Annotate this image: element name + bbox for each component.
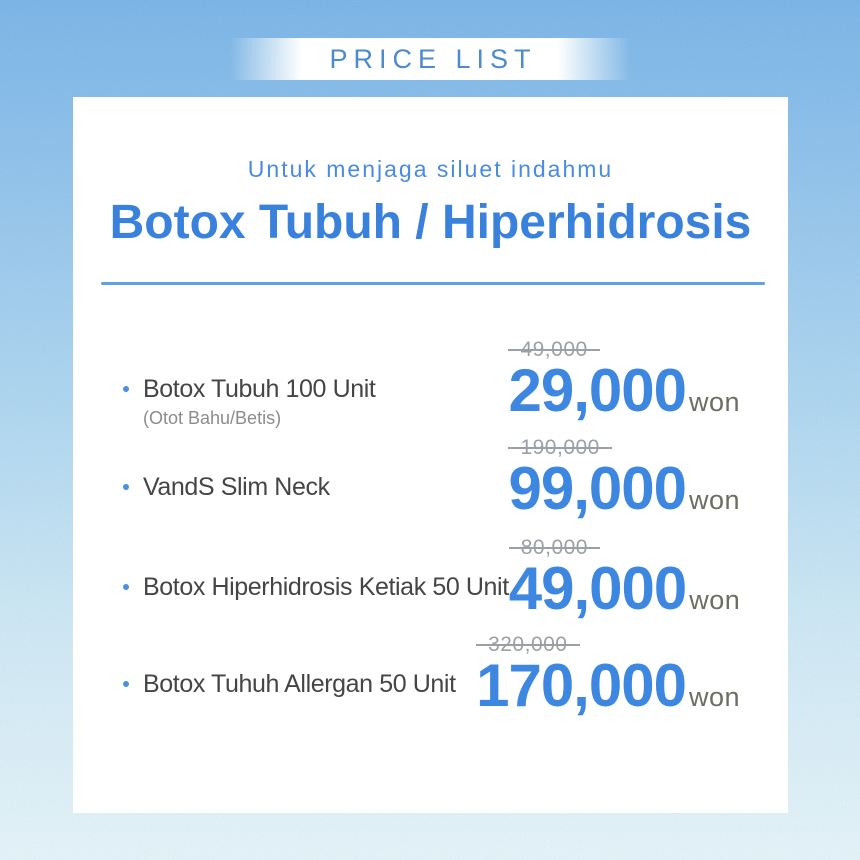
item-labels: Botox Tuhuh Allergan 50 Unit bbox=[143, 667, 456, 701]
current-price: 29,000 won bbox=[508, 357, 740, 424]
price-amount: 49,000 bbox=[508, 555, 688, 622]
price-row: Botox Tuhuh Allergan 50 Unit 320,000 170… bbox=[123, 634, 740, 719]
price-row: Botox Tubuh 100 Unit (Otot Bahu/Betis) 4… bbox=[123, 339, 740, 429]
current-price: 99,000 won bbox=[508, 455, 740, 522]
item-name: Botox Tubuh 100 Unit bbox=[143, 375, 376, 403]
bullet-icon bbox=[123, 584, 129, 590]
old-price: 80,000 bbox=[508, 537, 601, 559]
item-name: Botox Tuhuh Allergan 50 Unit bbox=[143, 670, 456, 698]
item-name: VandS Slim Neck bbox=[143, 473, 330, 501]
bullet-icon bbox=[123, 484, 129, 490]
price-card: Untuk menjaga siluet indahmu Botox Tubuh… bbox=[73, 97, 788, 813]
item-label-group: Botox Tuhuh Allergan 50 Unit bbox=[123, 634, 456, 701]
currency-label: won bbox=[688, 682, 740, 712]
price-amount: 29,000 bbox=[508, 357, 687, 424]
price-block: 49,000 29,000 won bbox=[508, 339, 740, 424]
old-price: 49,000 bbox=[508, 339, 600, 361]
current-price: 49,000 won bbox=[508, 555, 741, 622]
item-label-group: VandS Slim Neck bbox=[123, 437, 330, 504]
price-block: 80,000 49,000 won bbox=[508, 537, 741, 622]
card-title: Botox Tubuh / Hiperhidrosis bbox=[109, 196, 752, 249]
title-divider bbox=[101, 282, 765, 285]
price-block: 190,000 99,000 won bbox=[508, 437, 740, 522]
currency-label: won bbox=[688, 485, 740, 515]
currency-label: won bbox=[688, 387, 740, 417]
currency-label: won bbox=[689, 585, 741, 615]
item-label-group: Botox Hiperhidrosis Ketiak 50 Unit bbox=[123, 537, 509, 604]
item-label-group: Botox Tubuh 100 Unit (Otot Bahu/Betis) bbox=[123, 339, 376, 429]
bullet-icon bbox=[123, 386, 129, 392]
price-amount: 170,000 bbox=[476, 652, 687, 719]
price-block: 320,000 170,000 won bbox=[476, 634, 740, 719]
old-price: 190,000 bbox=[508, 437, 613, 459]
item-labels: Botox Tubuh 100 Unit (Otot Bahu/Betis) bbox=[143, 372, 376, 429]
item-labels: VandS Slim Neck bbox=[143, 470, 330, 504]
old-price: 320,000 bbox=[476, 634, 580, 656]
current-price: 170,000 won bbox=[476, 652, 740, 719]
price-amount: 99,000 bbox=[508, 455, 687, 522]
price-list-banner: PRICE LIST bbox=[230, 38, 630, 80]
bullet-icon bbox=[123, 681, 129, 687]
item-labels: Botox Hiperhidrosis Ketiak 50 Unit bbox=[143, 570, 509, 604]
price-row: Botox Hiperhidrosis Ketiak 50 Unit 80,00… bbox=[123, 537, 741, 622]
card-subtitle: Untuk menjaga siluet indahmu bbox=[247, 156, 614, 182]
banner-title: PRICE LIST bbox=[329, 43, 537, 74]
price-row: VandS Slim Neck 190,000 99,000 won bbox=[123, 437, 740, 522]
item-name: Botox Hiperhidrosis Ketiak 50 Unit bbox=[143, 573, 509, 601]
item-note: (Otot Bahu/Betis) bbox=[143, 408, 282, 428]
